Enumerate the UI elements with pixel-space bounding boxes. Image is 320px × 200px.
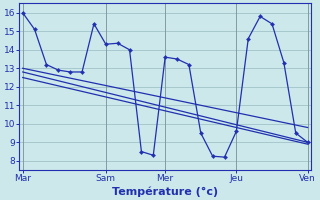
X-axis label: Température (°c): Température (°c)	[112, 186, 218, 197]
